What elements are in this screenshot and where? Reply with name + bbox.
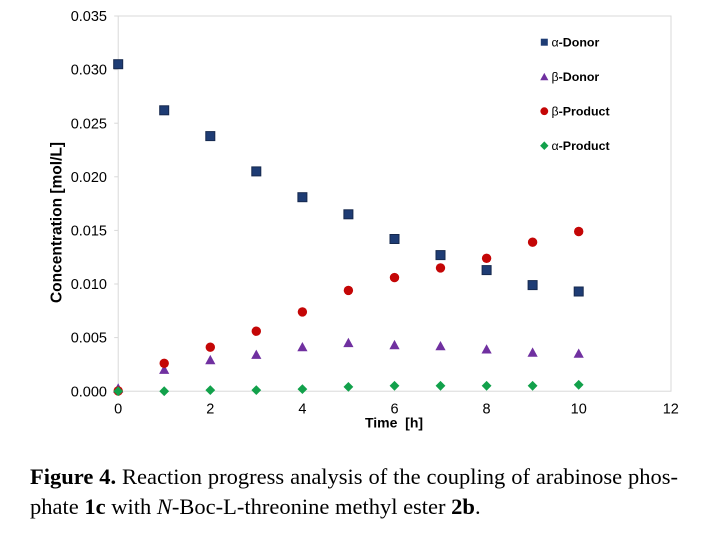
- svg-text:8: 8: [483, 402, 491, 418]
- svg-text:2: 2: [206, 402, 214, 418]
- svg-text:β-Product: β-Product: [552, 105, 610, 119]
- svg-text:0.030: 0.030: [71, 63, 107, 79]
- svg-text:0.020: 0.020: [71, 170, 107, 186]
- svg-text:4: 4: [298, 402, 306, 418]
- svg-text:Time [h]: Time [h]: [365, 415, 423, 431]
- svg-text:β-Donor: β-Donor: [552, 70, 600, 84]
- svg-text:0.010: 0.010: [71, 277, 107, 293]
- svg-text:0: 0: [114, 402, 122, 418]
- svg-text:0.005: 0.005: [71, 331, 107, 347]
- svg-text:0.000: 0.000: [71, 384, 107, 400]
- svg-text:10: 10: [571, 402, 587, 418]
- svg-text:α-Product: α-Product: [552, 139, 610, 153]
- svg-text:0.025: 0.025: [71, 116, 107, 132]
- svg-text:12: 12: [663, 402, 679, 418]
- svg-text:Concentration [mol/L]: Concentration [mol/L]: [49, 142, 66, 303]
- svg-text:0.035: 0.035: [71, 9, 107, 25]
- svg-text:6: 6: [390, 402, 398, 418]
- svg-text:0.015: 0.015: [71, 224, 107, 240]
- svg-text:α-Donor: α-Donor: [552, 36, 600, 50]
